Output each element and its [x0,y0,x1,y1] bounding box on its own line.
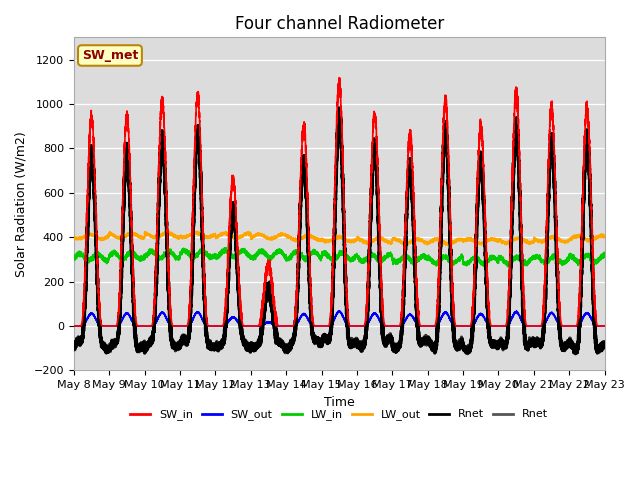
Title: Four channel Radiometer: Four channel Radiometer [235,15,444,33]
Y-axis label: Solar Radiation (W/m2): Solar Radiation (W/m2) [15,131,28,277]
X-axis label: Time: Time [324,396,355,408]
Legend: SW_in, SW_out, LW_in, LW_out, Rnet, Rnet: SW_in, SW_out, LW_in, LW_out, Rnet, Rnet [125,405,553,425]
Text: SW_met: SW_met [82,49,138,62]
